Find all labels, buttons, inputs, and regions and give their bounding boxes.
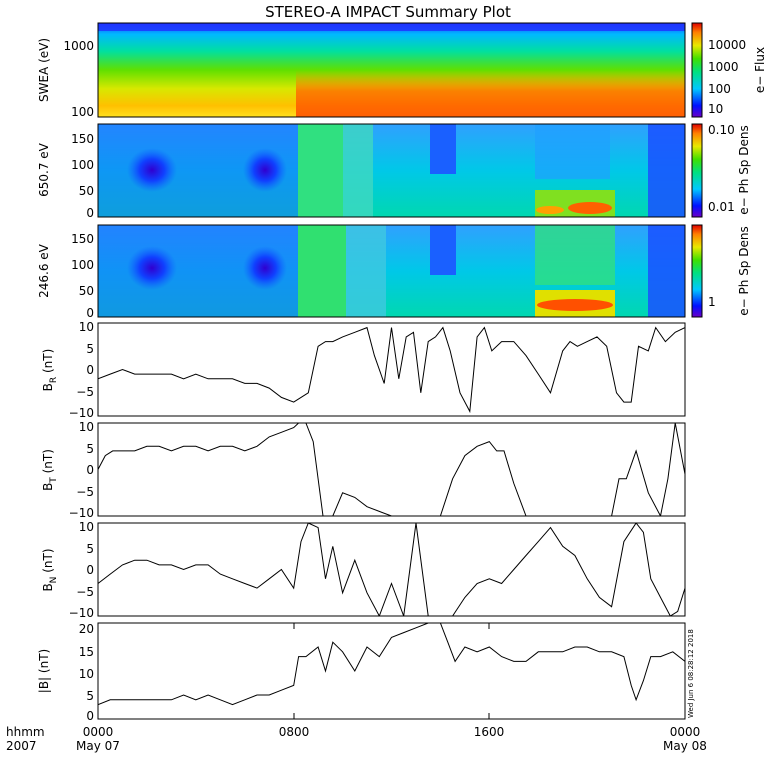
pad1-tick-label: 50 [79, 184, 94, 198]
swea-tick-label: 100 [71, 105, 94, 119]
pad1-cbar-tick: 0.10 [708, 123, 735, 137]
br-tick-label: 10 [79, 320, 94, 334]
y-axis-titles: SWEA (eV) 650.7 eV 246.6 eV BR (nT) BT (… [37, 38, 59, 693]
pad2-tick-label: 150 [71, 232, 94, 246]
x-tick-label: 0000 [83, 725, 114, 739]
swea-frame [97, 22, 686, 118]
bt-series-line [98, 423, 685, 516]
pad1-cbar-title: e− Ph Sp Dens [737, 125, 751, 214]
swea-cbar-tick: 10000 [708, 38, 746, 52]
x-axis-labels: hhmm 2007 0000 0800 1600 0000 May 07 May… [6, 725, 707, 753]
bt-tick-label: 0 [86, 463, 94, 477]
bmag-ylabel: |B| (nT) [37, 649, 51, 693]
pad1-ylabel: 650.7 eV [37, 142, 51, 197]
bt-ylabel: BT (nT) [41, 449, 59, 491]
pad1-tick-label: 150 [71, 132, 94, 146]
swea-cbar-tick: 10 [708, 102, 723, 116]
x-row2-label: 2007 [6, 739, 37, 753]
bt-tick-label: −5 [76, 485, 94, 499]
swea-spectrogram [98, 23, 685, 117]
y-tick-labels: 1000 100 150 100 50 0 150 100 50 0 10 5 … [63, 39, 94, 723]
pad-246-spectrogram [98, 225, 685, 317]
br-tick-label: −10 [69, 406, 94, 420]
pad2-tick-label: 0 [86, 306, 94, 320]
bn-tick-label: 10 [79, 520, 94, 534]
pad2-tick-label: 100 [71, 258, 94, 272]
br-ylabel: BR (nT) [41, 349, 59, 392]
timestamp-label: Wed Jun 6 08:28:12 2018 [687, 629, 695, 718]
swea-tick-label: 1000 [63, 39, 94, 53]
pad-246-frame [97, 224, 686, 318]
bn-ylabel: BN (nT) [41, 548, 59, 591]
br-tick-label: 5 [86, 342, 94, 356]
bn-tick-label: −5 [76, 585, 94, 599]
pad-650-frame [97, 123, 686, 218]
bmag-tick-label: 15 [79, 645, 94, 659]
bn-series-line [98, 523, 685, 616]
x-date-label: May 08 [663, 739, 707, 753]
bt-tick-label: 5 [86, 442, 94, 456]
colorbar-tick-labels: 10000 1000 100 10 0.10 0.01 1 [708, 38, 746, 309]
pad1-tick-label: 100 [71, 158, 94, 172]
br-series-line [98, 326, 685, 414]
br-frame [97, 322, 686, 417]
pad2-ylabel: 246.6 eV [37, 243, 51, 298]
swea-cbar-title: e− Flux [753, 47, 767, 93]
bn-frame [97, 522, 686, 617]
pad2-cbar-title: e− Ph Sp Dens [737, 226, 751, 315]
x-tick-label: 1600 [474, 725, 505, 739]
bn-tick-label: 0 [86, 563, 94, 577]
swea-ylabel: SWEA (eV) [37, 38, 51, 102]
chart-title: STEREO-A IMPACT Summary Plot [265, 3, 511, 21]
br-tick-label: 0 [86, 363, 94, 377]
x-row1-label: hhmm [6, 725, 45, 739]
x-tick-label: 0000 [670, 725, 701, 739]
pad1-tick-label: 0 [86, 206, 94, 220]
x-tick-marks [293, 623, 490, 719]
bmag-tick-label: 5 [86, 689, 94, 703]
colorbar-titles: e− Flux e− Ph Sp Dens e− Ph Sp Dens [737, 47, 767, 316]
bmag-tick-label: 20 [79, 622, 94, 636]
bmag-tick-label: 10 [79, 667, 94, 681]
bn-tick-label: −10 [69, 606, 94, 620]
pad-650-spectrogram [98, 124, 685, 217]
x-date-label: May 07 [76, 739, 120, 753]
bmag-series-line [98, 623, 685, 706]
swea-cbar-tick: 100 [708, 82, 731, 96]
pad2-cbar-tick: 1 [708, 295, 716, 309]
pad1-cbar-tick: 0.01 [708, 200, 735, 214]
br-tick-label: −5 [76, 385, 94, 399]
bmag-tick-label: 0 [86, 709, 94, 723]
pad2-tick-label: 50 [79, 284, 94, 298]
swea-colorbar [691, 22, 703, 118]
bmag-frame [97, 622, 686, 720]
pad2-colorbar [691, 224, 703, 318]
swea-cbar-tick: 1000 [708, 60, 739, 74]
bn-tick-label: 5 [86, 542, 94, 556]
bt-tick-label: 10 [79, 420, 94, 434]
pad1-colorbar [691, 123, 703, 218]
x-tick-label: 0800 [279, 725, 310, 739]
bt-frame [97, 422, 686, 517]
bt-tick-label: −10 [69, 506, 94, 520]
